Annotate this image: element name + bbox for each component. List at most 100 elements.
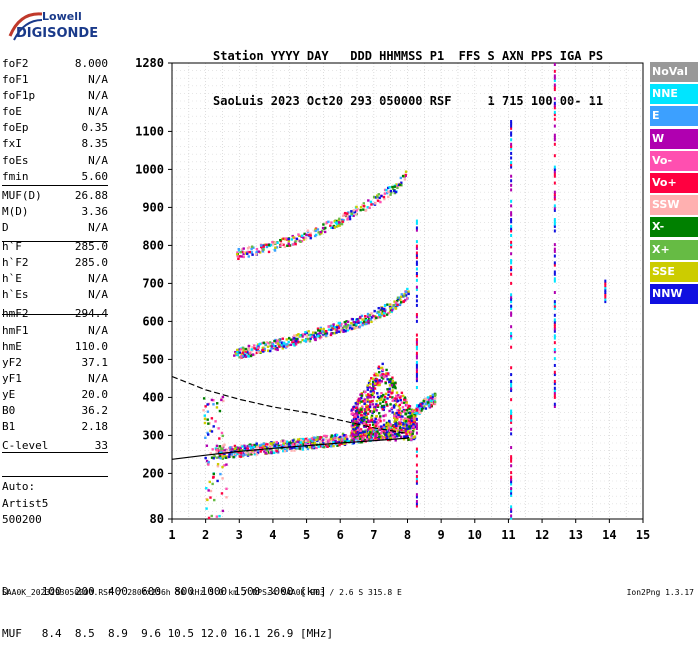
echo-point: [352, 428, 355, 431]
echo-point: [343, 320, 346, 324]
echo-point: [206, 410, 210, 413]
echo-point: [236, 254, 239, 258]
interference-point: [604, 293, 607, 297]
echo-point: [412, 436, 415, 439]
echo-point: [319, 326, 323, 330]
interference-point: [510, 432, 513, 436]
interference-point: [510, 366, 513, 370]
echo-point: [368, 405, 372, 409]
echo-point: [392, 404, 396, 407]
echo-point: [363, 398, 366, 401]
echo-point: [393, 435, 396, 439]
echo-point: [354, 437, 358, 441]
echo-point: [342, 212, 346, 216]
echo-point: [312, 445, 315, 449]
echo-point: [404, 429, 407, 433]
echo-point: [334, 221, 338, 224]
param-row: yF1 N/A: [2, 371, 110, 387]
echo-point: [304, 338, 308, 341]
echo-point: [228, 453, 231, 456]
param-name: h`F2: [2, 256, 29, 270]
echo-point: [309, 442, 313, 445]
ionogram-plot: 1 2 3 4 5 6 7 8 9 10 11 12 13 14 158020030040050060070…: [135, 56, 650, 542]
echo-point: [354, 416, 357, 419]
param-value: N/A: [88, 89, 108, 103]
echo-point: [315, 336, 318, 339]
echo-point: [296, 339, 299, 342]
interference-point: [510, 252, 513, 256]
interference-point: [553, 379, 556, 383]
interference-point: [510, 416, 513, 420]
echo-point: [265, 449, 269, 452]
interference-point: [510, 183, 513, 187]
echo-point: [385, 191, 389, 195]
echo-point: [381, 368, 385, 372]
echo-point: [205, 507, 208, 510]
echo-point: [206, 403, 209, 406]
echo-point: [365, 405, 368, 408]
echo-point: [217, 427, 220, 430]
interference-point: [415, 379, 418, 383]
echo-point: [333, 436, 336, 440]
echo-point: [287, 340, 290, 344]
interference-point: [553, 336, 556, 340]
echo-point: [261, 348, 265, 352]
interference-point: [415, 315, 418, 319]
echo-point: [288, 447, 292, 450]
echo-point: [327, 328, 331, 331]
interference-point: [553, 165, 556, 169]
echo-point: [355, 433, 358, 437]
echo-point: [262, 248, 265, 251]
echo-point: [247, 346, 250, 350]
echo-point: [380, 398, 383, 401]
param-value: 36.2: [81, 403, 109, 417]
echo-point: [400, 401, 404, 404]
echo-point: [380, 404, 384, 408]
echo-point: [211, 448, 214, 451]
echo-point: [271, 343, 275, 346]
echo-point: [393, 399, 396, 402]
param-name: D: [2, 220, 9, 234]
legend-item: NNE: [650, 84, 698, 105]
echo-point: [272, 243, 275, 246]
echo-point: [350, 327, 354, 330]
echo-point: [410, 412, 414, 416]
echo-point: [329, 224, 332, 227]
echo-point: [362, 320, 366, 323]
echo-point: [390, 310, 393, 313]
interference-point: [510, 229, 513, 233]
echo-point: [246, 250, 250, 254]
interference-point: [553, 220, 556, 224]
echo-point: [405, 424, 409, 427]
x-tick-label: 13: [568, 528, 582, 542]
echo-point: [386, 388, 389, 391]
interference-point: [415, 470, 418, 474]
echo-point: [327, 439, 330, 442]
interference-point: [415, 424, 418, 428]
echo-point: [359, 433, 362, 437]
param-name: foEp: [2, 121, 29, 135]
interference-point: [553, 192, 556, 196]
echo-point: [400, 391, 404, 395]
interference-point: [553, 229, 556, 233]
echo-point: [376, 428, 379, 432]
echo-point: [283, 440, 287, 443]
echo-point: [370, 312, 373, 315]
interference-point: [510, 386, 513, 390]
echo-point: [272, 451, 276, 454]
echo-point: [248, 444, 251, 448]
echo-point: [382, 405, 386, 409]
echo-point: [346, 212, 349, 215]
echo-point: [427, 399, 430, 402]
x-tick-label: 5: [303, 528, 310, 542]
echo-point: [332, 323, 335, 326]
echo-point: [285, 445, 288, 448]
echo-point: [276, 348, 279, 352]
echo-point: [267, 349, 270, 352]
param-name: hmF2: [2, 307, 29, 321]
echo-point: [260, 443, 263, 446]
echo-point: [366, 206, 369, 209]
echo-point: [390, 406, 394, 410]
interference-point: [553, 395, 556, 399]
echo-point: [296, 440, 299, 443]
